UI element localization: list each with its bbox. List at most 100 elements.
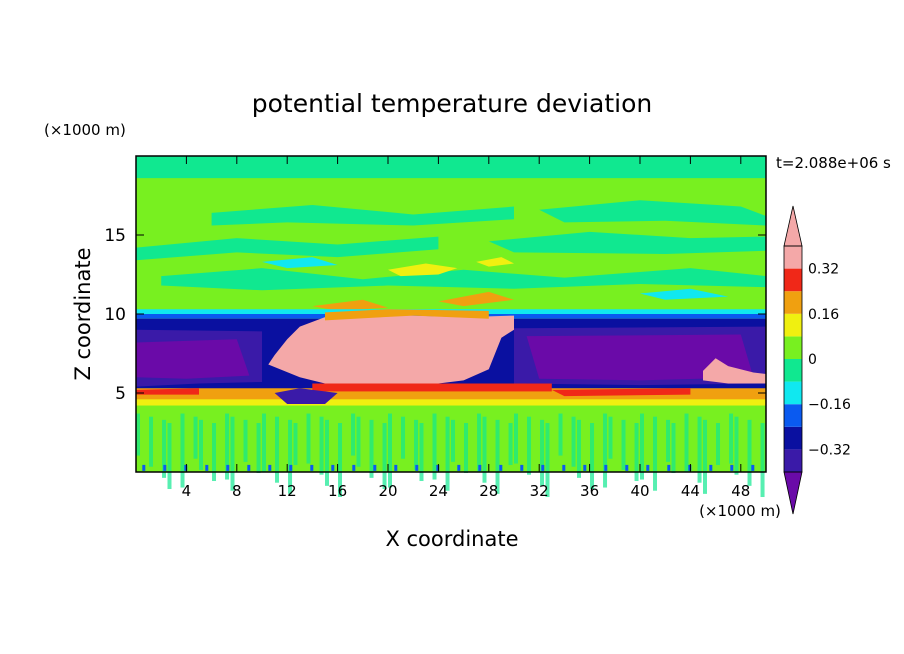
colorbar-tick-label: −0.16 xyxy=(808,397,851,413)
x-tick-label: 12 xyxy=(278,482,297,500)
surface-dot xyxy=(478,464,482,471)
x-tick-label: 32 xyxy=(530,482,549,500)
heatmap-layers xyxy=(136,156,766,498)
surface-dot xyxy=(331,464,335,471)
upper-cyan xyxy=(262,257,338,269)
near-surface-streak xyxy=(608,416,613,459)
surface-dot xyxy=(226,464,230,471)
near-surface-streak xyxy=(149,416,154,467)
near-surface-streak xyxy=(325,419,329,486)
plot-area xyxy=(135,155,767,498)
near-surface-streak xyxy=(577,419,581,478)
surface-dot xyxy=(142,464,146,471)
x-tick-label: 44 xyxy=(681,482,700,500)
colorbar-extend-max xyxy=(783,205,803,247)
upper-patch xyxy=(488,231,766,254)
near-surface-streak xyxy=(540,419,545,486)
near-surface-streak xyxy=(136,413,140,456)
y-unit-label: (×1000 m) xyxy=(44,121,126,139)
near-surface-streak xyxy=(369,419,374,478)
near-surface-streak xyxy=(162,419,167,478)
near-surface-streak xyxy=(703,419,707,494)
near-surface-streak xyxy=(603,413,608,488)
colorbar-bin xyxy=(784,246,802,269)
near-surface-streak xyxy=(193,416,198,459)
upper-patch xyxy=(161,268,766,291)
near-surface-streak xyxy=(697,416,702,483)
surface-dot xyxy=(520,464,524,471)
near-surface-streak xyxy=(388,413,392,488)
near-surface-streak xyxy=(640,413,644,480)
near-surface-streak xyxy=(671,423,676,474)
surface-dot xyxy=(499,464,503,471)
near-surface-streak xyxy=(666,419,671,462)
colorbar-frame xyxy=(783,245,803,473)
colorbar-tick-label: −0.32 xyxy=(808,442,851,458)
x-tick-label: 40 xyxy=(630,482,649,500)
near-surface-streak xyxy=(729,413,734,464)
near-surface-streak xyxy=(225,413,230,480)
chart-title: potential temperature deviation xyxy=(252,89,652,118)
colorbar-bin xyxy=(784,336,802,359)
surface-dot xyxy=(373,464,377,471)
y-tick-label: 15 xyxy=(104,226,126,246)
surface-dot xyxy=(184,464,188,471)
upper-cyan xyxy=(640,288,729,300)
x-axis: 4 8 12 16 20 24 28 32 36 40 44 48 xyxy=(182,156,750,500)
near-surface-streak xyxy=(716,423,721,466)
surface-dot xyxy=(163,464,167,471)
upper-yellow xyxy=(388,263,458,277)
surface-dot xyxy=(646,464,650,471)
surface-dot xyxy=(436,464,440,471)
x-tick-label: 28 xyxy=(479,482,498,500)
near-surface-streak xyxy=(382,423,387,490)
low-warm-band xyxy=(136,388,199,395)
near-surface-streak xyxy=(495,419,500,494)
upper-patch xyxy=(136,236,439,261)
near-surface-streak xyxy=(653,416,658,491)
upper-yellow xyxy=(476,257,514,267)
near-surface-streak xyxy=(319,416,324,475)
near-surface-streak xyxy=(445,416,450,491)
surface-dot xyxy=(394,464,398,471)
colorbar-bin xyxy=(784,449,802,472)
warm-fringe xyxy=(325,309,489,321)
colorbar-bin xyxy=(784,359,802,382)
near-surface-streak xyxy=(527,416,532,475)
near-surface-streak xyxy=(414,419,419,470)
y-tick-label: 5 xyxy=(115,384,126,404)
near-surface-streak xyxy=(351,413,356,456)
surface-dot xyxy=(625,464,629,471)
low-warm-band xyxy=(551,388,691,397)
surface-dot xyxy=(352,464,356,471)
colorbar-extend-min xyxy=(783,471,803,515)
surface-dot xyxy=(604,464,608,471)
colorbar-bin xyxy=(784,291,802,314)
x-tick-label: 16 xyxy=(328,482,347,500)
colorbar-tick-label: 0.32 xyxy=(808,262,839,278)
surface-dot xyxy=(247,464,251,471)
near-surface-streak xyxy=(293,423,298,466)
near-surface-streak xyxy=(256,423,261,474)
colorbar-tick-label: 0.16 xyxy=(808,307,839,323)
x-axis-label: X coordinate xyxy=(385,527,518,551)
surface-dot xyxy=(310,464,314,471)
near-surface-streak xyxy=(747,419,752,486)
near-surface-streak xyxy=(514,413,518,464)
near-surface-streak xyxy=(401,416,406,459)
x-tick-label: 36 xyxy=(580,482,599,500)
colorbar: 0.32 0.16 0 −0.16 −0.32 xyxy=(783,205,851,515)
x-tick-label: 20 xyxy=(378,482,397,500)
near-surface-streak xyxy=(356,416,361,467)
near-surface-streak xyxy=(419,423,424,482)
surface-dot xyxy=(415,464,419,471)
y-axis: 5 10 15 xyxy=(104,226,766,404)
surface-dot xyxy=(457,464,461,471)
upper-orange xyxy=(312,299,388,311)
x-unit-label: (×1000 m) xyxy=(699,502,781,520)
near-surface-streak xyxy=(432,413,437,480)
near-surface-streak xyxy=(734,416,739,475)
surface-dot xyxy=(730,464,734,471)
low-yellow-band xyxy=(136,399,766,406)
